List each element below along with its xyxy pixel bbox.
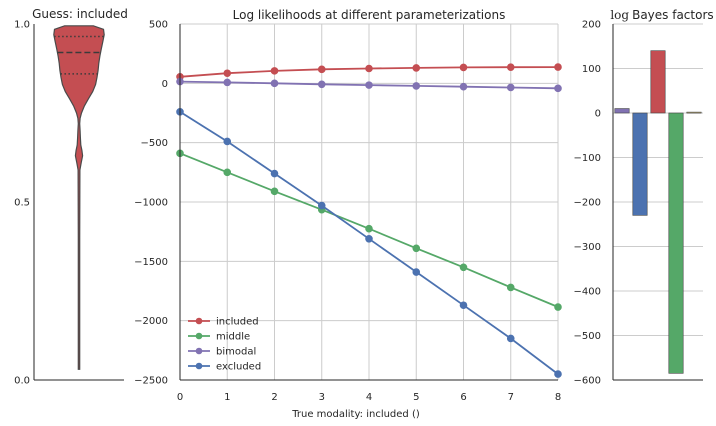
line-point-excluded (317, 201, 326, 210)
line-point-bimodal (365, 81, 373, 89)
line-point-bimodal (554, 84, 562, 93)
bar-4 (686, 111, 702, 114)
legend-marker-included (195, 317, 203, 325)
bar-chart-title: log Bayes factors (610, 8, 713, 22)
line-point-excluded (223, 137, 232, 146)
line-point-excluded (365, 234, 373, 243)
line-point-included (554, 63, 562, 71)
line-point-bimodal (317, 80, 326, 89)
line-y-tick-labels: −2500 −2000 −1500 −1000 −500 0 500 (134, 20, 168, 387)
violin-y-tick-label: 1.0 (14, 20, 30, 31)
violin-body (53, 25, 105, 370)
legend-marker-bimodal (195, 347, 203, 355)
line-point-included (459, 63, 468, 72)
line-x-tick-label: 4 (366, 392, 372, 403)
line-x-tick-label: 8 (555, 392, 561, 403)
violin-y-tick-label: 0.5 (14, 198, 30, 209)
violin-axes (33, 24, 124, 381)
line-point-included (270, 67, 279, 75)
line-point-middle (459, 263, 468, 272)
legend-label-excluded: excluded (216, 362, 261, 373)
line-point-excluded (270, 169, 279, 178)
line-x-tick-label: 0 (177, 392, 183, 403)
line-point-included (365, 64, 373, 73)
line-point-excluded (554, 370, 562, 378)
line-legend: included middle bimodal excluded (188, 317, 261, 373)
line-point-bimodal (412, 82, 421, 90)
line-point-bimodal (223, 78, 232, 87)
bar-axes (612, 24, 703, 381)
bar-y-tick-label: 100 (582, 64, 601, 75)
line-x-tick-labels: 0 1 2 3 4 5 6 7 8 (177, 392, 561, 403)
line-y-tick-label: −500 (141, 138, 168, 149)
line-y-tick-label: −2500 (134, 376, 168, 387)
bar-y-tick-labels: −600 −500 −400 −300 −200 −100 0 100 200 (574, 20, 601, 387)
bar-y-tick-label: 0 (595, 109, 601, 120)
legend-label-middle: middle (216, 332, 250, 343)
line-point-bimodal (459, 82, 468, 91)
line-x-tick-label: 1 (224, 392, 230, 403)
line-point-included (412, 64, 421, 72)
line-point-middle (412, 244, 421, 253)
line-y-tick-label: −2000 (134, 316, 168, 327)
bar-title-log: log (610, 8, 629, 22)
bar-bars-group (614, 50, 702, 374)
line-x-tick-label: 6 (460, 392, 466, 403)
line-panel: Log likelihoods at different parameteriz… (134, 8, 562, 420)
line-x-tick-label: 5 (413, 392, 419, 403)
bar-y-tick-label: −100 (574, 153, 601, 164)
line-point-middle (554, 303, 562, 311)
line-point-included (506, 63, 515, 71)
line-point-bimodal (270, 79, 279, 88)
line-x-axis-label: True modality: included () (291, 409, 420, 420)
bar-0 (614, 108, 630, 114)
violin-quartile-lines (54, 35, 104, 75)
line-x-tick-label: 7 (508, 392, 514, 403)
line-chart-title: Log likelihoods at different parameteriz… (233, 8, 506, 22)
line-y-tick-label: 500 (149, 20, 168, 31)
bar-y-tick-label: −600 (574, 376, 601, 387)
line-point-included (317, 65, 326, 74)
legend-marker-middle (195, 332, 203, 340)
line-y-tick-label: 0 (162, 79, 168, 90)
bar-2 (650, 50, 666, 114)
bar-3 (668, 112, 684, 374)
bar-title-text: Bayes factors (632, 8, 714, 22)
bar-y-tick-label: −400 (574, 287, 601, 298)
bar-y-tick-label: −300 (574, 242, 601, 253)
legend-label-included: included (216, 317, 259, 328)
violin-panel: Guess: included 0.0 0.5 1.0 (14, 7, 128, 387)
line-point-middle (223, 168, 232, 177)
line-point-middle (365, 224, 373, 233)
line-point-excluded (459, 301, 468, 310)
line-y-tick-label: −1000 (134, 198, 168, 209)
line-point-included (223, 69, 232, 78)
line-point-middle (270, 187, 279, 196)
bar-1 (632, 112, 648, 216)
line-axes (179, 24, 558, 381)
violin-y-tick-label: 0.0 (14, 376, 30, 387)
legend-label-bimodal: bimodal (216, 347, 256, 358)
line-series-group (176, 63, 562, 378)
bar-y-tick-label: −500 (574, 331, 601, 342)
line-point-middle (506, 283, 515, 292)
line-x-tick-label: 2 (271, 392, 277, 403)
bar-y-tick-label: 200 (582, 20, 601, 31)
line-point-bimodal (506, 83, 515, 92)
line-point-excluded (412, 268, 421, 276)
violin-title: Guess: included (32, 7, 128, 21)
bar-panel: log Bayes factors −600 −500 −400 −300 −200 −10… (574, 8, 714, 387)
violin-y-tick-labels: 0.0 0.5 1.0 (14, 20, 30, 387)
line-point-excluded (506, 334, 515, 343)
line-y-tick-label: −1500 (134, 257, 168, 268)
legend-marker-excluded (195, 362, 203, 370)
bar-y-tick-label: −200 (574, 198, 601, 209)
line-x-tick-label: 3 (319, 392, 325, 403)
